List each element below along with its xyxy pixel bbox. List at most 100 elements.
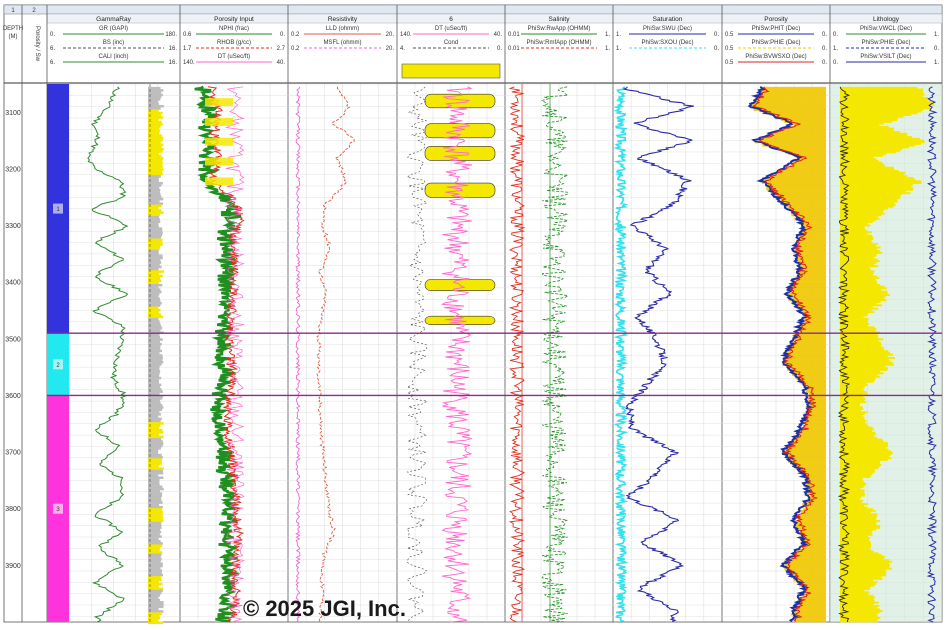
phie-fill-band [785,562,826,565]
phie-fill-band [793,618,826,621]
phie-fill-band [799,241,826,244]
zone-column-label: Porosity / Sw [34,26,40,62]
sand-fill-band [840,503,869,506]
sand-fill-band [840,453,892,456]
phie-fill-band [788,289,826,292]
gr-fill-band [148,234,163,237]
sand-fill-band [840,418,865,421]
sand-fill-band [840,447,887,450]
sand-fill-band [840,362,893,365]
track-title-row [46,13,943,24]
gr-fill-band [148,209,162,212]
sand-fill-band [840,268,871,271]
sand-fill-band [840,462,880,465]
phie-fill-band [805,406,826,409]
phie-fill-band [789,345,826,348]
phie-fill-band [804,321,826,324]
phie-fill-band [795,159,826,162]
sand-fill-band [840,324,869,327]
gr-fill-band [148,564,163,568]
sand-fill-band [840,112,918,115]
phie-fill-band [793,244,826,247]
gr-fill-band [148,283,163,287]
gr-fill-band [148,413,161,416]
sand-fill-band [840,204,896,207]
gr-fill-band [148,191,160,194]
phie-fill-band [789,571,826,574]
gr-fill-band [148,324,162,328]
gr-fill-band [148,349,162,353]
sand-fill-band [840,463,882,466]
sand-fill-band [840,555,885,558]
phie-fill-band [798,219,826,222]
sand-fill-band [840,601,879,604]
phie-fill-band [805,389,826,392]
gr-fill-band [148,379,159,382]
phie-fill-band [785,453,826,456]
sand-fill-band [840,187,914,190]
phie-fill-band [784,567,826,570]
gr-fill-band [148,358,163,362]
phie-fill-band [797,509,826,512]
sand-fill-band [840,108,924,111]
curve-name-saturation-1: PhiSw:SWU (Dec) [643,26,692,32]
phie-fill-band [799,158,826,161]
gr-fill-band [148,249,159,253]
gr-fill-band [148,184,162,187]
phie-fill-band [791,214,826,217]
phie-fill-band [797,309,826,312]
phie-fill-band [807,387,826,390]
phie-fill-band [784,569,826,572]
sand-fill-band [840,147,903,150]
phie-fill-band [776,131,826,134]
cond-curve [406,86,428,623]
sand-fill-band [840,380,874,383]
phie-fill-band [793,521,826,524]
phie-fill-band [809,486,826,489]
sand-fill-band [840,616,881,619]
sand-fill-band [840,533,873,536]
sand-fill-band [840,438,883,441]
phie-fill-band [788,294,826,297]
curve-right-scale-track6-2: 0. [497,46,502,52]
sand-fill-band [840,100,933,103]
sand-fill-band [840,243,879,246]
sand-fill-band [840,441,888,444]
sand-fill-band [840,407,864,410]
sand-fill-band [840,258,878,261]
sand-fill-band [840,305,874,308]
sand-fill-band [840,477,863,480]
sand-fill-band [840,122,884,125]
phie-fill-band [800,431,826,434]
sand-fill-band [840,360,891,363]
sand-fill-band [840,90,923,93]
gr-fill-band [148,435,164,439]
phie-fill-band [770,146,826,149]
curve-name-porosity_input-3: DT (uSec/ft) [218,54,250,60]
curve-name-salinity-1: PhiSw:RwApp (OHMM) [528,26,591,32]
phie-fill-band [800,322,826,325]
sand-fill-band [840,248,878,251]
phie-fill-band [784,355,826,358]
phie-fill-band [788,460,826,463]
gr-fill-band [148,372,160,375]
sand-fill-band [840,564,891,567]
gr-fill-band [148,132,160,135]
gr-fill-band [148,503,160,507]
sand-fill-band [840,620,878,623]
phie-fill-band [802,596,826,599]
gr-fill-band [148,392,160,396]
sand-fill-band [840,238,874,241]
curve-left-scale-porosity-1: 0.5 [725,32,734,38]
phie-fill-band [801,226,826,229]
curve-left-scale-track6-2: 4. [400,46,405,52]
sand-fill-band [840,480,865,483]
gr-fill-band [148,329,161,332]
phie-fill-band [795,305,826,308]
phie-fill-band [794,333,826,336]
gr-fill-band [148,107,161,110]
gr-fill-band [148,487,164,491]
curve-left-scale-porosity_input-2: 1.7 [183,46,192,52]
gr-fill-band [148,336,161,339]
gr-fill-band [148,517,163,520]
